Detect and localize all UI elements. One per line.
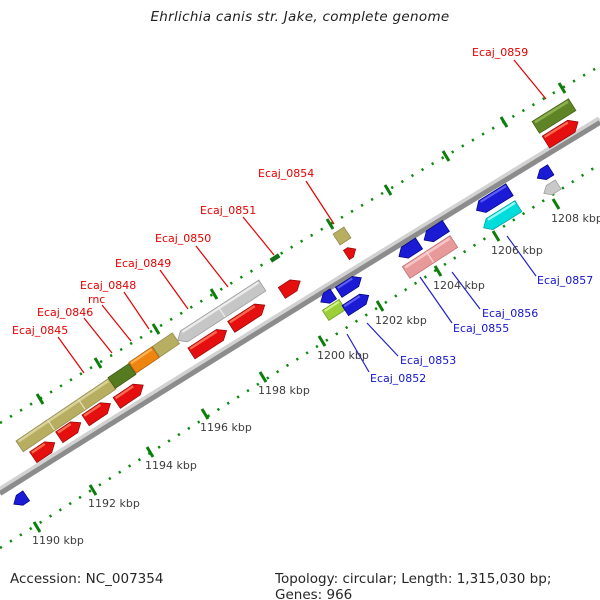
ruler-label-1192: 1192 kbp [88, 497, 140, 510]
ruler-label-1206: 1206 kbp [491, 244, 543, 257]
gene-blue-corner[interactable] [10, 490, 31, 509]
gene-blue-1206[interactable] [473, 183, 514, 217]
gene-label-ecaj-0859[interactable]: Ecaj_0859 [472, 46, 528, 59]
gene-red-arrow-5[interactable] [187, 325, 230, 360]
gene-rnc[interactable] [128, 346, 160, 374]
gene-ecaj-0853[interactable] [341, 290, 372, 317]
gene-blue-1204-left[interactable] [395, 237, 424, 262]
gene-red-arrow-1[interactable] [29, 437, 59, 464]
gene-label-ecaj-0850[interactable]: Ecaj_0850 [155, 232, 211, 245]
ruler-label-1196: 1196 kbp [200, 421, 252, 434]
gene-red-arrow-7[interactable] [277, 276, 304, 299]
gene-red-arrow-6[interactable] [227, 300, 269, 333]
ruler-label-1204: 1204 kbp [433, 279, 485, 292]
ruler-label-1198: 1198 kbp [258, 384, 310, 397]
genome-backbone[interactable] [0, 120, 600, 496]
blue-leader-lines [346, 235, 537, 373]
gene-label-ecaj-0857[interactable]: Ecaj_0857 [537, 274, 593, 287]
gene-label-ecaj-0853[interactable]: Ecaj_0853 [400, 354, 456, 367]
gene-blue-small[interactable] [317, 288, 338, 307]
gene-label-ecaj-0851[interactable]: Ecaj_0851 [200, 204, 256, 217]
gene-gray-band-ecaj-0849-0850[interactable] [174, 279, 267, 346]
gene-silver[interactable] [541, 179, 562, 198]
gene-ecaj-0857[interactable] [480, 200, 523, 234]
ruler-label-1194: 1194 kbp [145, 459, 197, 472]
gene-ecaj-0851[interactable] [269, 253, 281, 263]
gene-blue-upper[interactable] [334, 273, 364, 298]
ruler-label-1190: 1190 kbp [32, 534, 84, 547]
gene-label-ecaj-0852[interactable]: Ecaj_0852 [370, 372, 426, 385]
gene-red-arrow-9[interactable] [541, 116, 582, 149]
lower-ruler-major-ticks [32, 198, 561, 533]
page-title: Ehrlichia canis str. Jake, complete geno… [150, 9, 450, 25]
topology-summary-text: Topology: circular; Length: 1,315,030 bp… [275, 571, 552, 600]
gene-pink-band-ecaj-0855-0856[interactable] [401, 235, 459, 279]
accession-text: Accession: NC_007354 [10, 571, 164, 587]
ruler-label-1202: 1202 kbp [375, 314, 427, 327]
ruler-label-1208: 1208 kbp [551, 212, 600, 225]
gene-red-arrow-8[interactable] [342, 244, 358, 261]
gene-ecaj-0854[interactable] [332, 226, 352, 246]
upper-ruler-major-ticks [35, 82, 567, 405]
red-leader-lines [57, 59, 547, 374]
ruler-label-1200: 1200 kbp [317, 349, 369, 362]
gene-label-ecaj-0856[interactable]: Ecaj_0856 [482, 307, 538, 320]
gene-label-ecaj-0855[interactable]: Ecaj_0855 [453, 322, 509, 335]
gene-label-ecaj-0845[interactable]: Ecaj_0845 [12, 324, 68, 337]
gene-ecaj-0848[interactable] [151, 332, 181, 358]
gene-red-arrow-2[interactable] [55, 417, 85, 444]
gene-ecaj-0859[interactable] [531, 98, 577, 134]
gene-blue-1208[interactable] [534, 164, 555, 184]
gene-label-rnc[interactable]: rnc [88, 293, 105, 306]
genome-backbone-highlight [0, 116, 600, 494]
gene-red-arrow-4[interactable] [112, 380, 147, 409]
gene-label-ecaj-0854[interactable]: Ecaj_0854 [258, 167, 314, 180]
gene-blue-1204-right[interactable] [421, 219, 450, 245]
gene-ecaj-0846[interactable] [107, 363, 137, 389]
gene-label-ecaj-0846[interactable]: Ecaj_0846 [37, 306, 93, 319]
gene-label-ecaj-0849[interactable]: Ecaj_0849 [115, 257, 171, 270]
lower-ruler-arc [0, 162, 600, 550]
gene-khaki-band[interactable] [15, 377, 117, 453]
gene-red-arrow-3[interactable] [81, 398, 114, 427]
gene-ecaj-0852[interactable] [321, 299, 347, 321]
gene-label-ecaj-0848[interactable]: Ecaj_0848 [80, 279, 136, 292]
